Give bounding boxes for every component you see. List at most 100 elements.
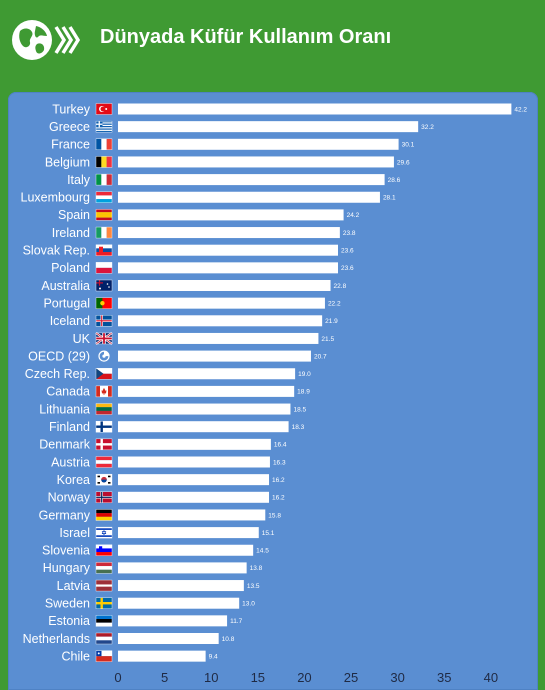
bar-chart: Turkey 42.2 Greece 32.2 France 30.1 Belgium 29.…	[21, 102, 528, 685]
category-label: Czech Rep.	[25, 367, 90, 381]
category-label: France	[51, 138, 90, 152]
portugal-flag-icon	[95, 297, 113, 309]
bar	[118, 438, 271, 450]
x-tick-label: 20	[297, 670, 311, 685]
bar	[118, 191, 380, 203]
bar	[118, 544, 254, 556]
value-label: 22.2	[328, 300, 341, 307]
canada-flag-icon	[95, 385, 113, 398]
value-label: 16.3	[273, 459, 286, 466]
uk-flag-icon	[95, 332, 113, 345]
germany-flag-icon	[95, 509, 113, 521]
bar	[118, 121, 419, 133]
value-label: 13.0	[242, 601, 255, 608]
hungary-flag-icon	[95, 562, 113, 574]
category-label: Sweden	[45, 597, 90, 611]
czech-flag-icon	[95, 368, 113, 380]
category-label: Spain	[58, 208, 90, 222]
value-label: 29.6	[397, 159, 410, 166]
x-tick-label: 40	[484, 670, 498, 685]
header: Dünyada Küfür Kullanım Oranı	[0, 0, 545, 84]
category-label: Germany	[39, 508, 91, 522]
category-label: Hungary	[43, 561, 91, 575]
israel-flag-icon	[95, 526, 113, 539]
chart-title: Dünyada Küfür Kullanım Oranı	[100, 26, 392, 48]
bar	[118, 527, 259, 539]
category-label: UK	[73, 332, 91, 346]
category-label: Slovenia	[42, 544, 90, 558]
category-label: Canada	[46, 385, 90, 399]
turkey-flag-icon	[95, 103, 113, 115]
value-label: 16.2	[272, 495, 285, 502]
x-tick-label: 10	[204, 670, 218, 685]
italy-flag-icon	[95, 173, 113, 186]
netherlands-flag-icon	[95, 632, 113, 645]
category-label: Italy	[67, 173, 91, 187]
chart-panel: Turkey 42.2 Greece 32.2 France 30.1 Belgium 29.…	[8, 92, 538, 690]
category-label: Denmark	[39, 438, 90, 452]
bar	[118, 280, 331, 291]
x-tick-label: 0	[114, 670, 121, 685]
belgium-flag-icon	[95, 156, 113, 168]
poland-flag-icon	[95, 262, 113, 274]
bar	[118, 456, 270, 468]
bar	[118, 491, 270, 503]
sweden-flag-icon	[95, 597, 113, 609]
bar	[118, 332, 319, 344]
value-label: 28.6	[388, 177, 401, 184]
category-label: Iceland	[50, 314, 90, 328]
bar	[118, 209, 344, 221]
estonia-flag-icon	[95, 615, 113, 627]
category-label: Ireland	[52, 226, 90, 240]
denmark-flag-icon	[95, 438, 113, 451]
value-label: 23.8	[343, 230, 356, 237]
bar	[118, 315, 323, 327]
category-label: Poland	[51, 261, 90, 275]
value-label: 18.5	[293, 406, 306, 413]
category-label: Estonia	[48, 614, 90, 628]
x-tick-label: 30	[390, 670, 404, 685]
greece-flag-icon	[95, 120, 113, 133]
bar	[118, 509, 266, 521]
value-label: 22.8	[334, 283, 347, 290]
austria-flag-icon	[95, 456, 113, 468]
bar	[118, 615, 228, 627]
iceland-flag-icon	[95, 315, 113, 327]
category-label: Israel	[59, 526, 90, 540]
value-label: 19.0	[298, 371, 311, 378]
value-label: 30.1	[402, 142, 415, 149]
value-label: 23.6	[341, 248, 354, 255]
x-tick-label: 35	[437, 670, 451, 685]
category-label: Greece	[49, 120, 90, 134]
value-label: 15.1	[262, 530, 275, 537]
category-label: Netherlands	[23, 632, 90, 646]
slovenia-flag-icon	[95, 544, 113, 556]
category-label: Luxembourg	[21, 191, 91, 205]
bar	[118, 368, 296, 380]
bar	[118, 297, 325, 309]
value-label: 21.5	[321, 336, 334, 343]
category-label: Norway	[48, 491, 91, 505]
category-label: Slovak Rep.	[23, 244, 90, 258]
value-label: 16.4	[274, 442, 287, 449]
value-label: 11.7	[230, 618, 243, 625]
australia-flag-icon	[95, 279, 113, 292]
x-tick-label: 25	[344, 670, 358, 685]
luxembourg-flag-icon	[95, 191, 113, 203]
category-label: Austria	[51, 455, 90, 469]
category-label: Lithuania	[39, 402, 90, 416]
spain-flag-icon	[95, 209, 113, 221]
category-label: Portugal	[43, 296, 90, 310]
category-label: Belgium	[45, 155, 90, 169]
slovakia-flag-icon	[95, 244, 113, 256]
value-label: 23.6	[341, 265, 354, 272]
norway-flag-icon	[95, 491, 113, 503]
value-label: 14.5	[256, 548, 269, 555]
category-label: OECD (29)	[28, 349, 90, 363]
value-label: 16.2	[272, 477, 285, 484]
category-label: Latvia	[57, 579, 90, 593]
category-label: Chile	[62, 649, 91, 663]
bar	[118, 350, 311, 362]
value-label: 15.8	[268, 512, 281, 519]
globe-logo-icon	[12, 20, 81, 60]
